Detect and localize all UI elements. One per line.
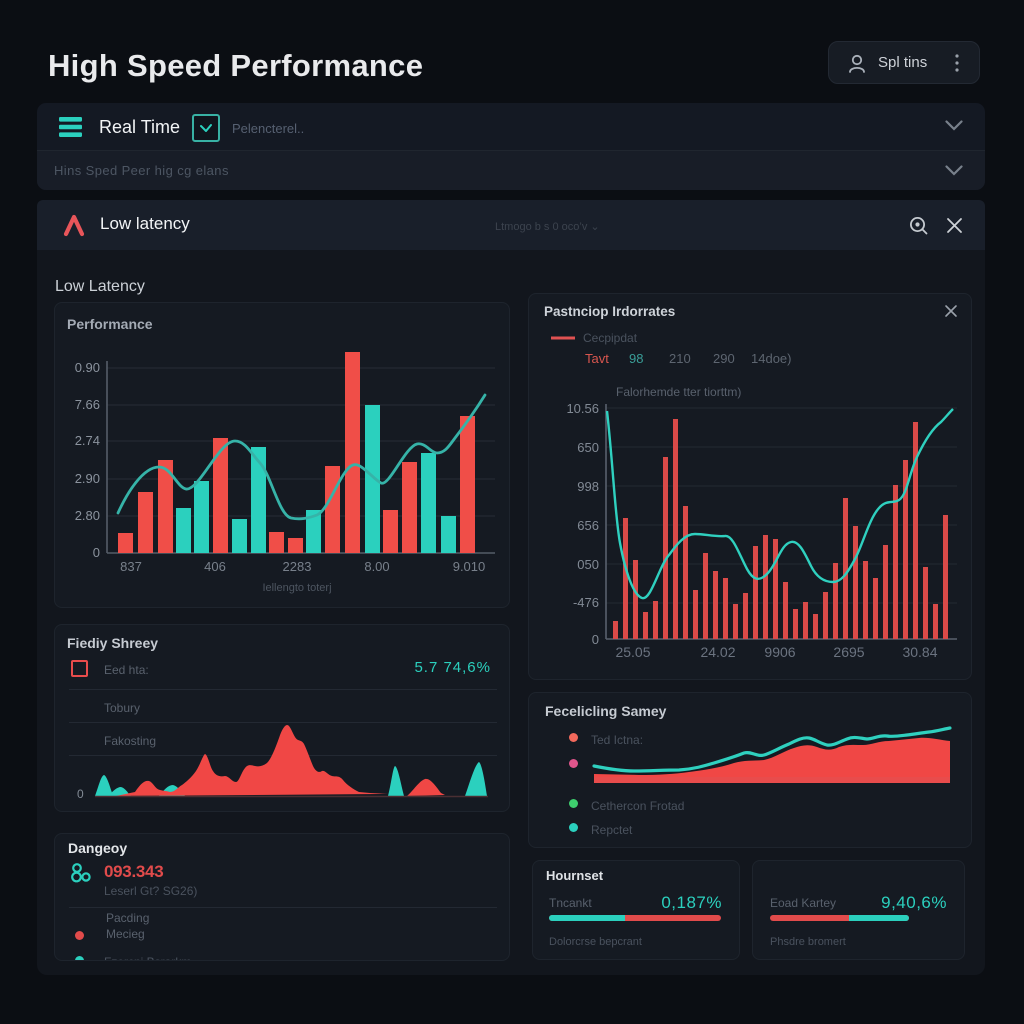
svg-text:-476: -476 <box>573 595 599 610</box>
svg-text:650: 650 <box>577 440 599 455</box>
svg-text:Iellengto toterj: Iellengto toterj <box>262 582 331 594</box>
svg-text:7.66: 7.66 <box>75 397 100 412</box>
svg-text:210: 210 <box>669 351 691 366</box>
svg-text:9906: 9906 <box>764 644 795 660</box>
svg-text:Tavt: Tavt <box>585 351 609 366</box>
svg-text:2.90: 2.90 <box>75 471 100 486</box>
svg-text:14doe): 14doe) <box>751 351 791 366</box>
svg-text:9.010: 9.010 <box>453 559 486 574</box>
svg-text:2283: 2283 <box>283 559 312 574</box>
svg-text:050: 050 <box>577 557 599 572</box>
svg-text:Falorhemde tter tiorttm): Falorhemde tter tiorttm) <box>616 385 741 399</box>
svg-text:837: 837 <box>120 559 142 574</box>
svg-text:30.84: 30.84 <box>902 644 937 660</box>
svg-text:8.00: 8.00 <box>364 559 389 574</box>
svg-text:0: 0 <box>592 632 599 647</box>
svg-text:0.90: 0.90 <box>75 360 100 375</box>
svg-text:2.74: 2.74 <box>75 433 100 448</box>
svg-text:2695: 2695 <box>833 644 864 660</box>
svg-text:25.05: 25.05 <box>615 644 650 660</box>
svg-text:24.02: 24.02 <box>700 644 735 660</box>
svg-text:2.80: 2.80 <box>75 508 100 523</box>
svg-text:656: 656 <box>577 518 599 533</box>
svg-text:98: 98 <box>629 351 643 366</box>
svg-text:406: 406 <box>204 559 226 574</box>
svg-text:290: 290 <box>713 351 735 366</box>
svg-text:10.56: 10.56 <box>566 401 599 416</box>
svg-text:998: 998 <box>577 479 599 494</box>
svg-text:Cecpipdat: Cecpipdat <box>583 331 638 345</box>
svg-text:0: 0 <box>93 545 100 560</box>
